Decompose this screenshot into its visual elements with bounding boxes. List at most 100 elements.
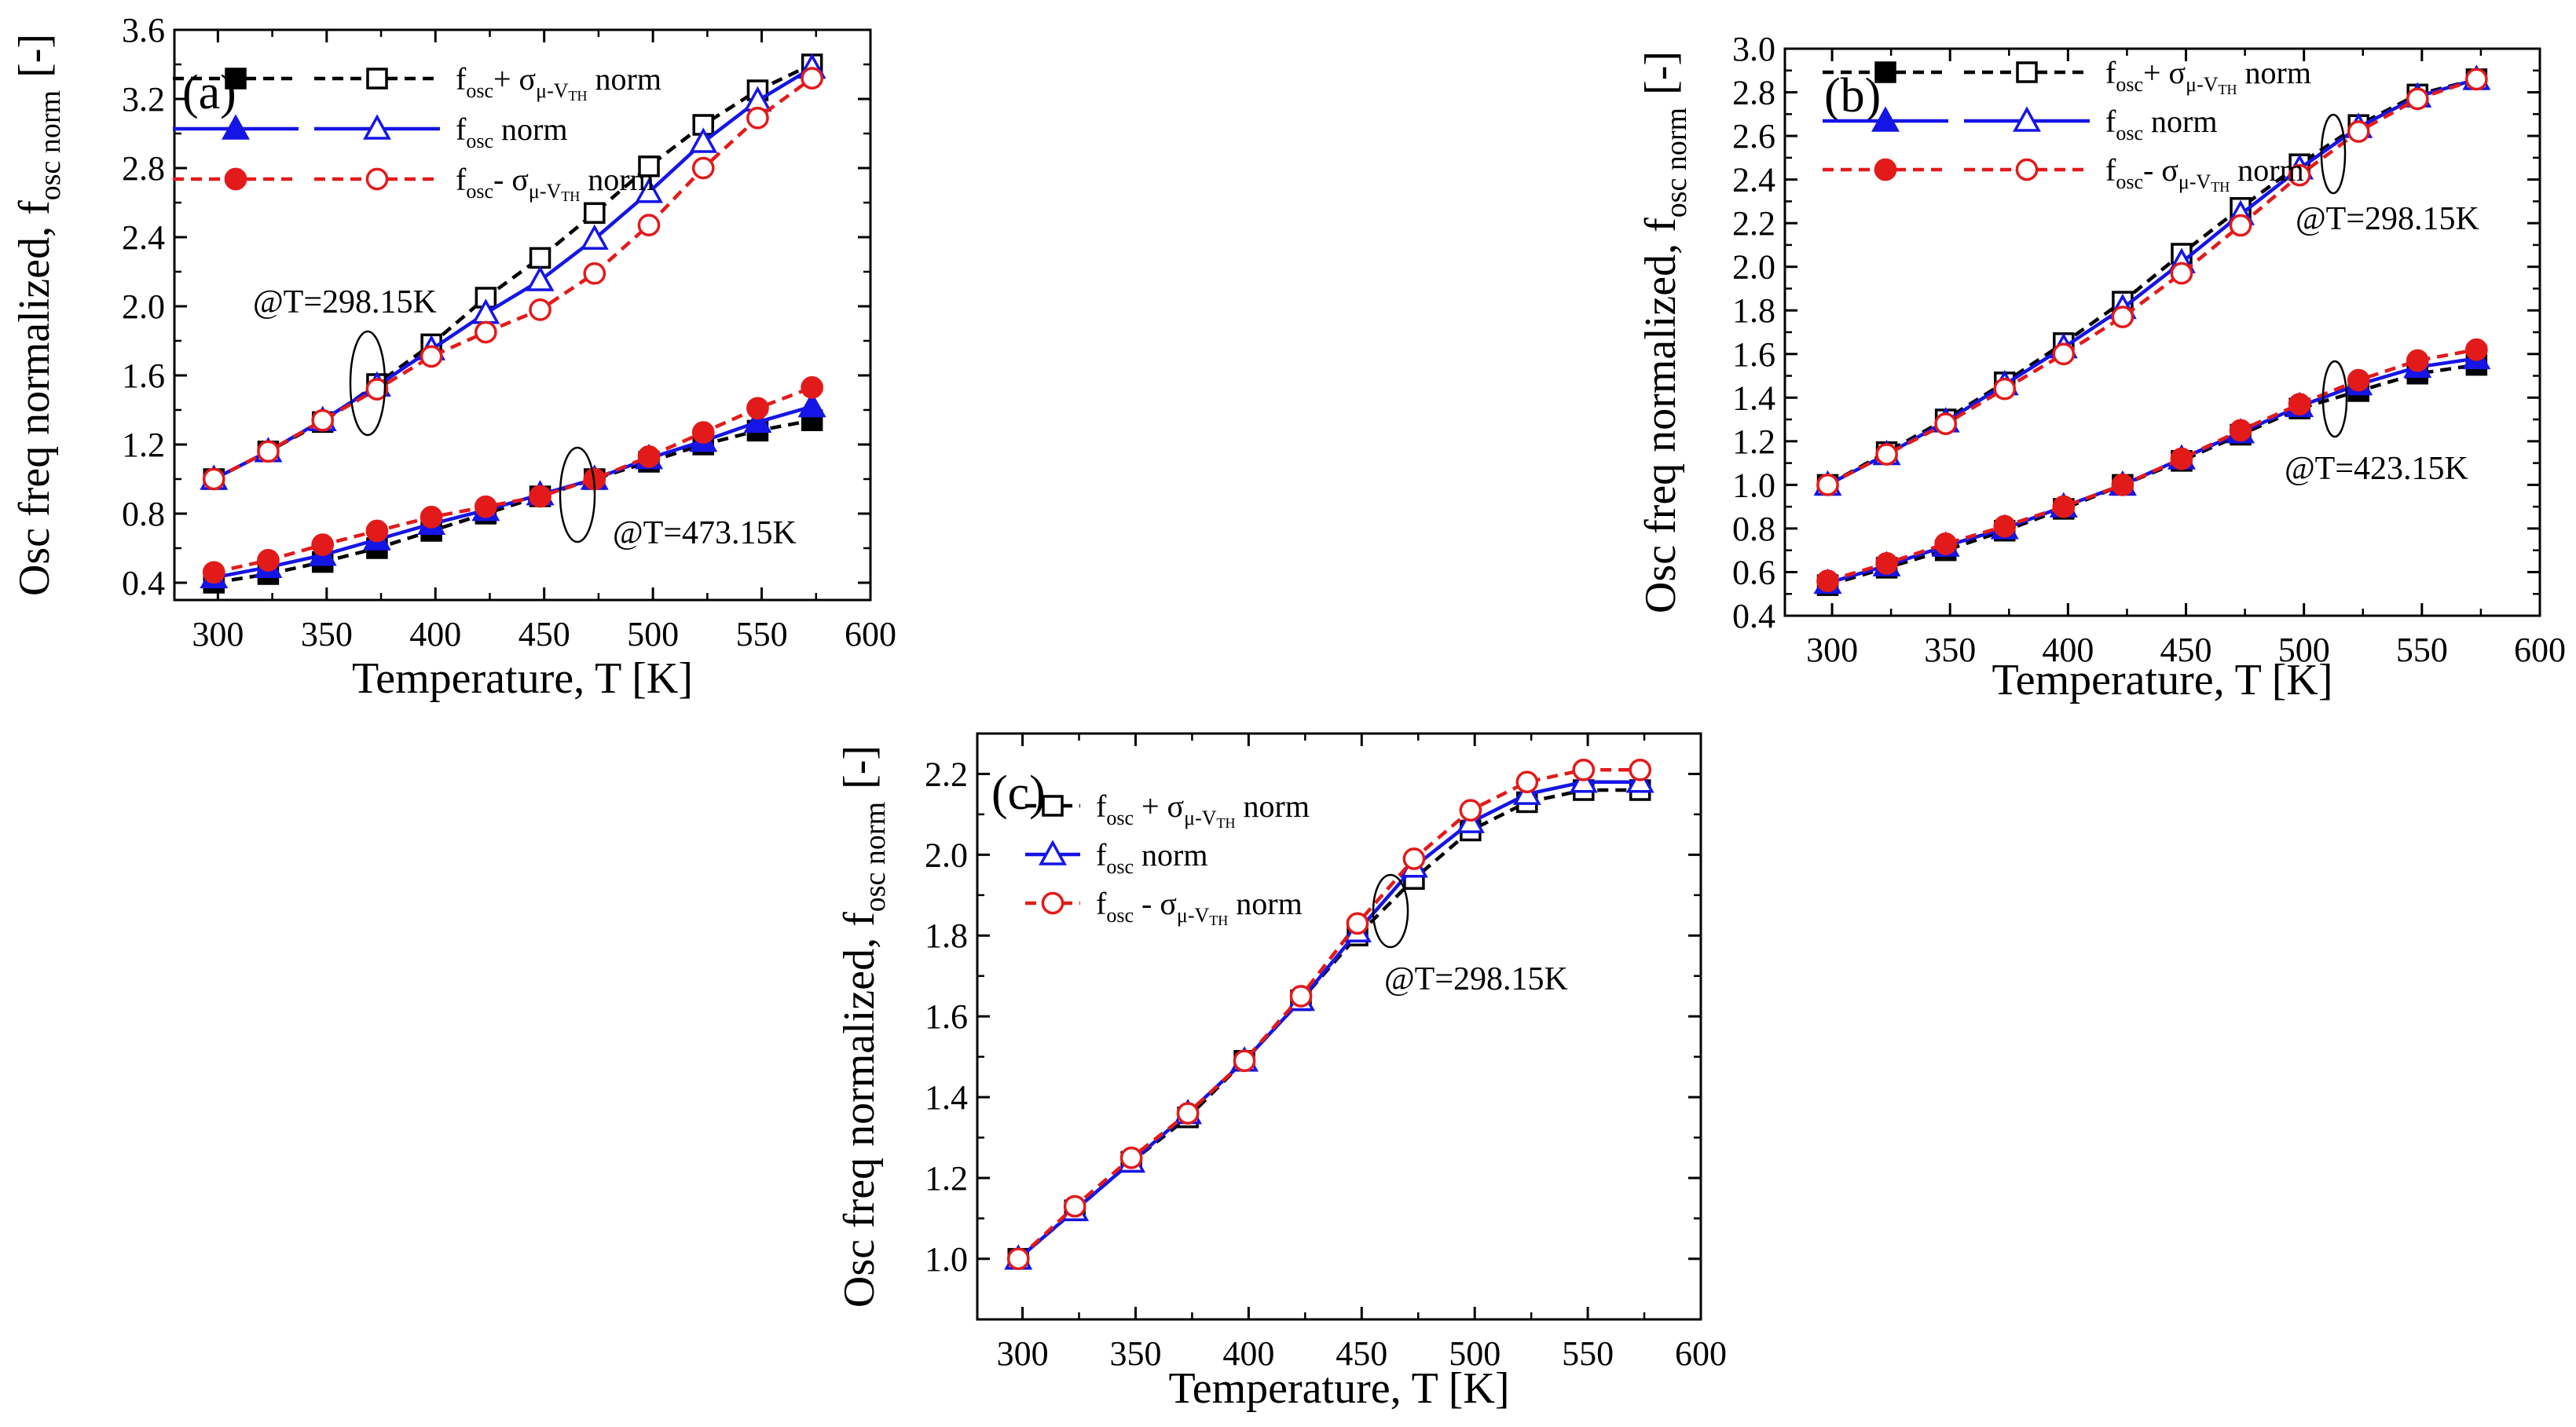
legend-entry: fosc+ σμ-VTH norm	[1823, 55, 2311, 97]
data-point	[1875, 443, 1898, 466]
x-tick-label: 300	[997, 1334, 1049, 1373]
x-tick-label: 600	[845, 615, 896, 653]
legend-label: fosc+ σμ-VTH norm	[2105, 55, 2311, 97]
data-point	[420, 345, 443, 368]
annotation-label: @T=298.15K	[2296, 201, 2479, 237]
series-line	[213, 386, 813, 574]
x-tick-label: 400	[2042, 631, 2094, 669]
data-point	[202, 467, 225, 491]
y-tick-label: 0.6	[1732, 553, 1775, 591]
legend-marker	[2013, 106, 2041, 132]
data-point	[474, 495, 497, 518]
data-point	[691, 421, 715, 444]
x-tick-label: 450	[1336, 1334, 1387, 1373]
legend-marker	[2016, 61, 2038, 83]
y-axis-label: Osc freq normalized, fosc norm[-]	[1636, 51, 1693, 613]
y-tick-label: 3.0	[1732, 30, 1775, 68]
data-point	[529, 485, 551, 508]
data-point	[584, 202, 606, 224]
legend-marker	[1041, 891, 1064, 915]
data-point	[1572, 758, 1596, 781]
legend-entry: fosc norm	[173, 112, 567, 152]
legend-marker	[1874, 158, 1897, 181]
y-tick-label: 0.4	[122, 564, 165, 602]
data-point	[797, 391, 826, 418]
data-point	[2288, 163, 2311, 187]
y-tick-label: 0.8	[1732, 510, 1775, 548]
x-tick-label: 550	[736, 615, 788, 653]
legend-entry: fosc norm	[1025, 837, 1207, 878]
legend-label: fosc+ σμ-VTH norm	[456, 61, 661, 104]
series-3	[1006, 758, 1652, 1271]
plot-frame	[976, 732, 1702, 1321]
x-tick-label: 400	[409, 615, 461, 653]
data-point	[1119, 1146, 1143, 1169]
x-tick-label: 350	[1109, 1334, 1161, 1373]
x-tick-label: 500	[2278, 631, 2330, 669]
legend-entry: fosc norm	[1823, 104, 2217, 145]
annotation-label: @T=298.15K	[253, 284, 437, 320]
legend-marker	[366, 68, 388, 90]
data-point	[420, 506, 443, 529]
series-3	[1816, 68, 2488, 496]
data-point	[2406, 87, 2429, 111]
legend-label: fosc norm	[2105, 104, 2217, 145]
legend-entry: fosc + σμ-VTH norm	[1025, 789, 1310, 831]
x-tick-label: 300	[1806, 631, 1858, 669]
y-tick-label: 2.0	[1732, 248, 1775, 287]
chart-panel-a: 300 350 400 450 500 550 600 0.4 0.8 1.2 1.6 2.0 2.4 2…	[10, 11, 896, 703]
data-point	[2229, 214, 2252, 237]
x-tick-label: 550	[1562, 1334, 1614, 1373]
x-tick-label: 500	[627, 615, 679, 653]
data-point	[743, 407, 772, 434]
data-point	[2170, 262, 2193, 285]
legend-entry: fosc- σμ-VTH norm	[1823, 152, 2304, 195]
legend-entry: fosc- σμ-VTH norm	[173, 162, 654, 204]
panel-label: (c)	[991, 767, 1046, 820]
x-tick-label: 550	[2396, 631, 2448, 669]
series-line	[1017, 768, 1640, 1261]
data-point	[311, 408, 335, 432]
data-point	[2406, 349, 2429, 372]
data-point	[474, 320, 497, 344]
legend-marker	[1871, 106, 1900, 132]
legend-marker	[2015, 158, 2039, 181]
data-point	[2347, 368, 2370, 392]
data-point	[801, 67, 824, 90]
data-point	[2465, 68, 2488, 91]
y-tick-label: 2.0	[925, 836, 968, 874]
data-point	[365, 378, 389, 401]
legend-marker	[365, 167, 389, 191]
annotation-ellipse	[349, 330, 387, 437]
data-point	[638, 156, 660, 177]
data-point	[202, 561, 225, 584]
data-point	[1993, 514, 2017, 538]
x-axis-label: Temperature, T [K]	[1992, 656, 2332, 704]
data-point	[257, 440, 280, 463]
annotation-label: @T=473.15K	[613, 515, 797, 551]
legend-marker	[222, 114, 250, 140]
data-point	[526, 265, 555, 291]
x-tick-label: 350	[301, 615, 353, 653]
legend-marker	[363, 114, 391, 140]
y-tick-label: 1.6	[925, 997, 968, 1036]
legend-marker	[225, 68, 247, 90]
data-point	[1006, 1247, 1030, 1271]
y-tick-label: 1.0	[925, 1240, 968, 1279]
data-point	[1629, 758, 1652, 781]
data-point	[691, 156, 715, 180]
y-tick-label: 1.2	[925, 1159, 968, 1198]
data-point	[746, 397, 769, 420]
data-point	[1233, 1049, 1256, 1073]
y-tick-label: 1.2	[122, 426, 165, 464]
y-tick-label: 0.8	[122, 495, 165, 533]
data-point	[1515, 770, 1539, 794]
data-point	[2288, 393, 2311, 415]
series-line	[1827, 77, 2478, 487]
series-6	[202, 376, 824, 584]
data-point	[1993, 377, 2017, 401]
annotation-ellipse	[2321, 360, 2348, 438]
y-axis-label: Osc freq normalized, fosc norm[-]	[10, 34, 67, 596]
data-point	[637, 214, 661, 236]
y-tick-label: 1.4	[925, 1078, 968, 1117]
